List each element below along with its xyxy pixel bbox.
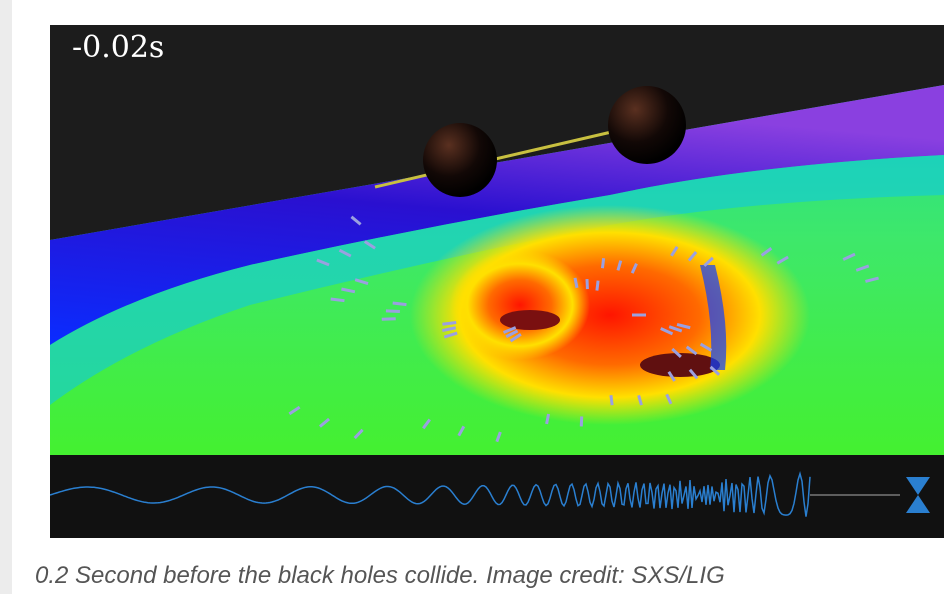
caption: 0.2 Second before the black holes collid… (35, 562, 944, 590)
timestamp: -0.02s (72, 30, 164, 65)
arrow (575, 278, 577, 288)
black-hole (423, 123, 497, 197)
arrow (386, 311, 400, 312)
black-hole (608, 86, 686, 164)
arrow (602, 258, 603, 268)
arrow (611, 395, 612, 405)
arrow (547, 414, 549, 424)
waveform-strip (50, 455, 944, 538)
arrow (393, 303, 407, 305)
page: -0.02s 0.2 Second before the black holes… (0, 0, 944, 594)
hot-region (450, 250, 590, 360)
arrow (382, 319, 396, 320)
side-strip (0, 0, 12, 594)
simulation-image (50, 25, 944, 538)
arrow (442, 322, 456, 324)
arrow (331, 299, 345, 301)
well (500, 310, 560, 330)
arrow (597, 281, 598, 291)
